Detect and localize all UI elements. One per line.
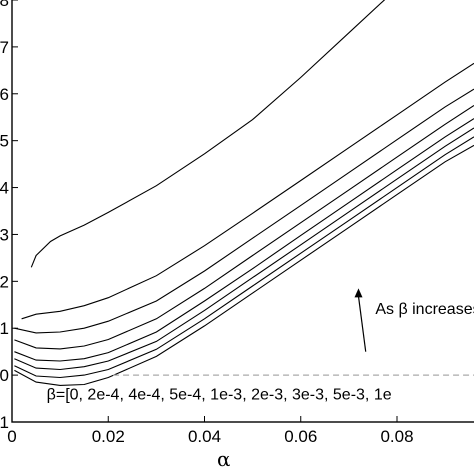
series-line-3 [14, 127, 474, 371]
x-tick-label: 0.04 [188, 427, 221, 446]
increase-annotation: As β increases [354, 288, 474, 352]
y-tick-label: 0 [0, 366, 9, 385]
y-tick-label: 7 [0, 38, 9, 57]
x-tick-label: 0.06 [284, 427, 317, 446]
series-line-6 [14, 88, 474, 334]
series-line-1 [14, 144, 474, 386]
y-tick-label: 6 [0, 85, 9, 104]
series-line-7 [21, 62, 474, 320]
y-tick-label: 1 [0, 319, 9, 338]
increase-arrow-head [354, 288, 363, 298]
series-curves [14, 0, 474, 386]
increase-arrow [357, 296, 367, 352]
series-line-8 [30, 0, 386, 268]
axis-ticks [11, 0, 398, 423]
y-tick-label: 4 [0, 179, 9, 198]
series-line-4 [14, 118, 474, 362]
x-tick-label: 0.08 [380, 427, 413, 446]
series-line-5 [14, 105, 474, 350]
y-tick-label: 5 [0, 132, 9, 151]
y-tick-label: 2 [0, 272, 9, 291]
y-tick-label: 1 [0, 413, 9, 432]
x-axis-label: α [217, 447, 231, 471]
x-tick-label: 0 [7, 427, 16, 446]
beta-values-label: β=[0, 2e-4, 4e-4, 5e-4, 1e-3, 2e-3, 3e-3… [47, 386, 392, 403]
y-tick-label: 8 [0, 0, 9, 10]
y-tick-label: 3 [0, 225, 9, 244]
increase-label: As β increases [375, 301, 474, 318]
x-tick-label: 0.02 [92, 427, 125, 446]
series-line-2 [14, 136, 474, 379]
plot-frame [11, 0, 474, 423]
